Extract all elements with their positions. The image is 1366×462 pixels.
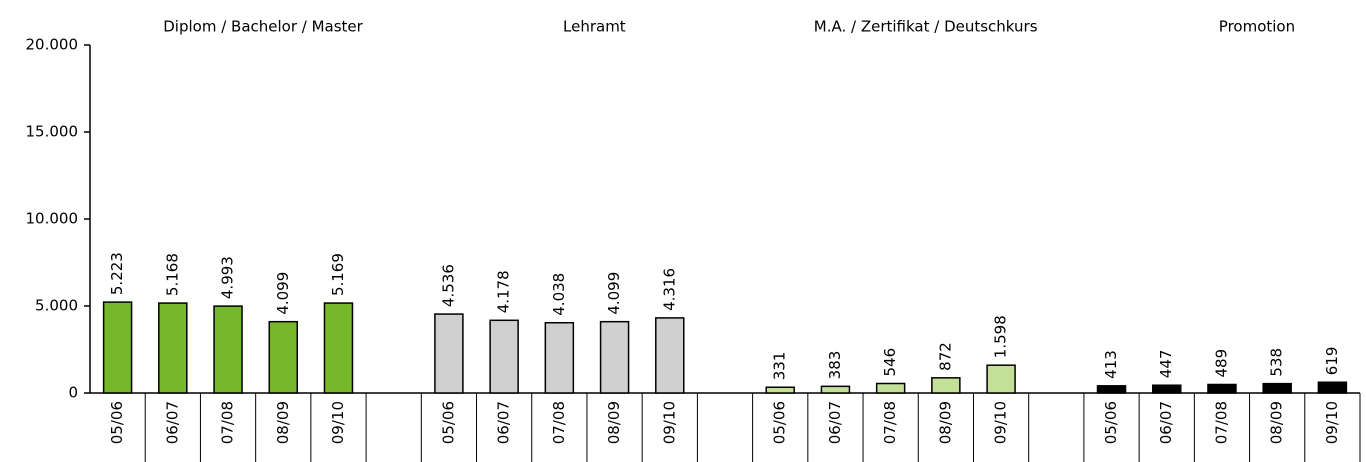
value-label: 538 (1268, 348, 1286, 377)
x-tick-label: 09/10 (1323, 401, 1341, 444)
x-tick-label: 07/08 (550, 401, 568, 444)
bar (1262, 382, 1292, 394)
x-tick-label: 06/07 (163, 401, 181, 444)
x-tick-label: 06/07 (1157, 401, 1175, 444)
x-tick-label: 07/08 (219, 401, 237, 444)
value-label: 4.536 (439, 264, 457, 307)
bar (213, 305, 243, 394)
bar (102, 301, 133, 394)
value-label: 4.099 (274, 272, 292, 315)
y-tick-label: 15.000 (26, 123, 79, 141)
x-tick-label: 09/10 (660, 401, 678, 444)
bar (655, 317, 685, 394)
x-tick-label: 08/09 (1268, 401, 1286, 444)
group-title: Diplom / Bachelor / Master (163, 18, 363, 36)
value-label: 4.993 (219, 256, 237, 299)
value-label: 4.038 (550, 273, 568, 316)
value-label: 413 (1102, 350, 1120, 379)
x-tick-label: 09/10 (329, 401, 347, 444)
value-label: 5.168 (163, 253, 181, 296)
x-tick-label: 06/07 (826, 401, 844, 444)
value-label: 872 (936, 342, 954, 371)
value-label: 331 (771, 352, 789, 381)
bar (931, 377, 961, 394)
bar (986, 364, 1016, 394)
value-label: 489 (1212, 349, 1230, 378)
y-tick-label: 0 (68, 384, 78, 402)
x-tick-label: 08/09 (274, 401, 292, 444)
bar (1207, 383, 1237, 394)
bar (1151, 384, 1182, 394)
group-title: Promotion (1219, 18, 1295, 36)
y-tick-label: 10.000 (26, 210, 79, 228)
x-tick-label: 05/06 (771, 401, 789, 444)
group-title: M.A. / Zertifikat / Deutschkurs (814, 18, 1038, 36)
bar (1096, 385, 1127, 394)
x-tick-label: 05/06 (439, 401, 457, 444)
value-label: 4.099 (605, 272, 623, 315)
x-tick-label: 08/09 (605, 401, 623, 444)
value-label: 5.169 (329, 253, 347, 296)
x-tick-label: 09/10 (992, 401, 1010, 444)
bar (875, 382, 906, 394)
x-tick-label: 07/08 (1212, 401, 1230, 444)
x-tick-label: 07/08 (881, 401, 899, 444)
value-label: 383 (826, 351, 844, 380)
y-tick-label: 20.000 (26, 36, 79, 54)
bar (158, 302, 188, 394)
value-label: 447 (1157, 350, 1175, 379)
bar (268, 320, 299, 394)
value-label: 1.598 (992, 315, 1010, 358)
bar (599, 320, 630, 394)
value-label: 5.223 (108, 252, 126, 295)
value-label: 4.316 (660, 268, 678, 311)
value-label: 4.178 (495, 270, 513, 313)
bar (489, 319, 519, 394)
group-title: Lehramt (563, 18, 626, 36)
value-label: 619 (1323, 347, 1341, 376)
x-tick-label: 08/09 (936, 401, 954, 444)
bar (434, 313, 464, 394)
x-tick-label: 05/06 (1102, 401, 1120, 444)
x-tick-label: 05/06 (108, 401, 126, 444)
value-label: 546 (881, 348, 899, 377)
bar (1317, 381, 1348, 394)
bar (323, 302, 354, 394)
bar (765, 386, 795, 394)
bar (544, 321, 575, 394)
x-tick-label: 06/07 (495, 401, 513, 444)
bar (820, 385, 851, 394)
y-tick-label: 5.000 (35, 297, 78, 315)
